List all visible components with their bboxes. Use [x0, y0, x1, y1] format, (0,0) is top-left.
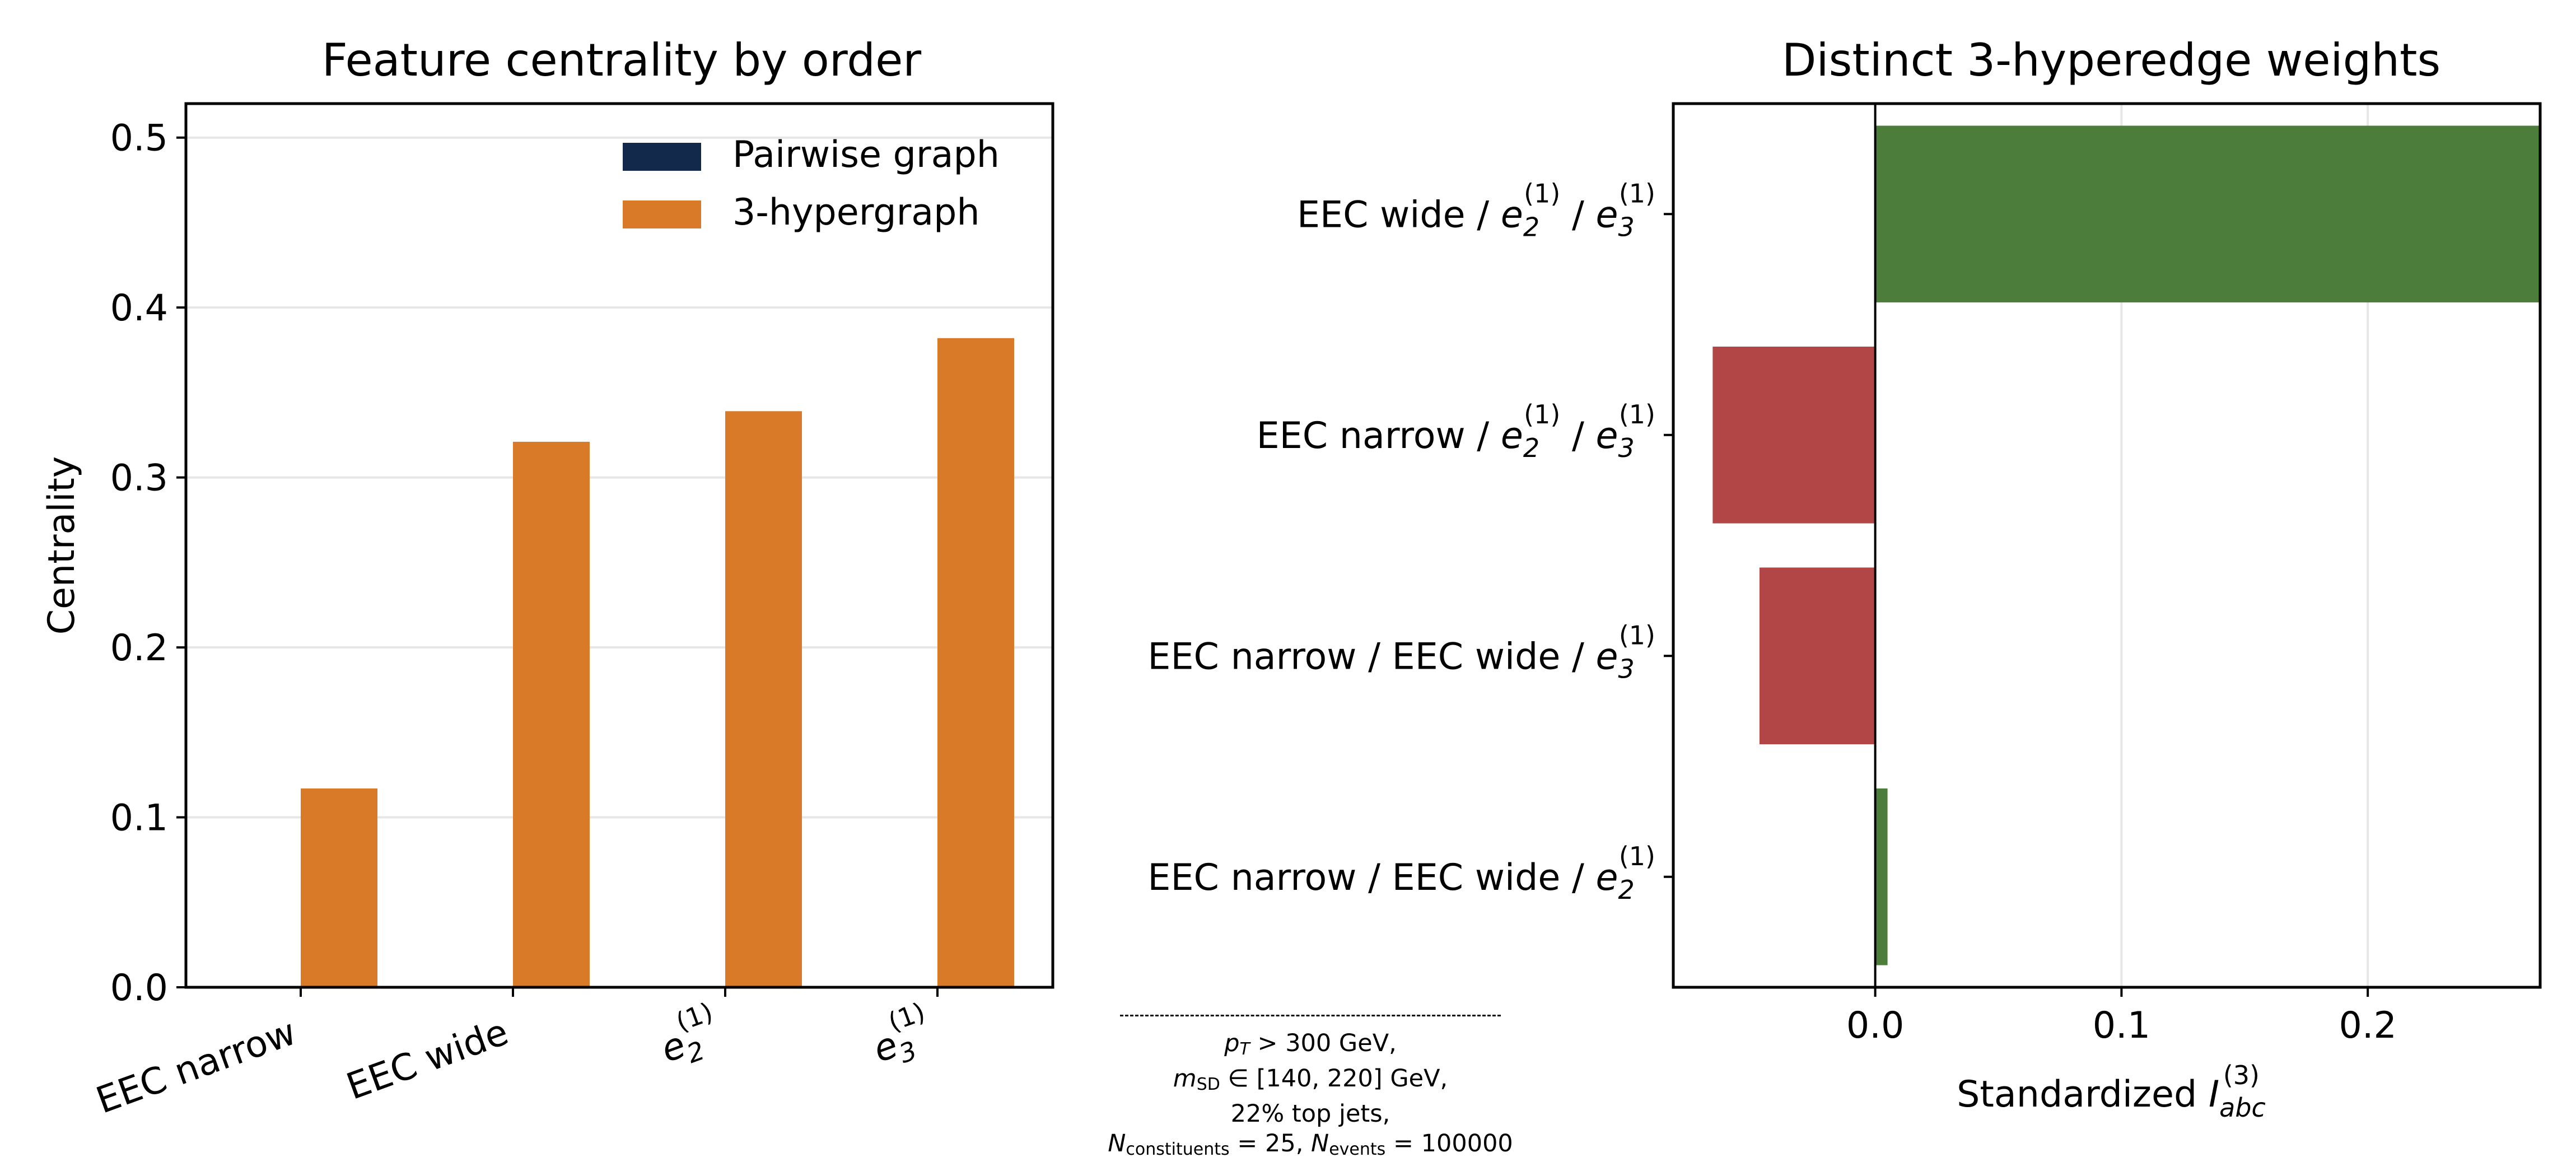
- legend-label-hypergraph: 3-hypergraph: [732, 192, 980, 234]
- bar-hypergraph: [513, 441, 590, 987]
- left-y-axis-label: Centrality: [41, 456, 83, 635]
- annotation-top-fraction: 22% top jets,: [1230, 1100, 1390, 1128]
- right-y-tick-label: EEC narrow / EEC wide / e2(1)​: [1147, 841, 1655, 905]
- right-x-tick-label: 0.1: [2093, 1005, 2150, 1047]
- annotation-separator: [1120, 1015, 1501, 1016]
- left-chart: Feature centrality by order 0.0 0.1 0.2 0.3…: [41, 34, 1054, 1122]
- legend: Pairwise graph 3-hypergraph: [623, 134, 1000, 234]
- right-y-tick-label: EEC narrow / EEC wide / e3(1)​: [1147, 620, 1655, 684]
- left-gridlines: [186, 136, 1053, 819]
- bar-hypergraph: [301, 788, 377, 987]
- left-x-tick-label: e3(1): [862, 996, 940, 1077]
- right-y-axis: EEC wide / e2(1)​ / e3(1)​ EEC narrow / e…: [1147, 178, 1673, 905]
- legend-swatch-hypergraph: [623, 200, 701, 228]
- annotation-pt-cut: pT > 300 GeV,: [1224, 1029, 1397, 1059]
- left-x-tick-label: EEC wide: [341, 1011, 514, 1108]
- hyperedge-bar: [1759, 567, 1875, 745]
- hyperedge-bar: [1875, 788, 1888, 965]
- left-y-tick-label: 0.2: [110, 627, 168, 669]
- bar-hypergraph: [725, 411, 802, 987]
- right-chart: Distinct 3-hyperedge weights 0.0 0.1 0.2 E…: [1147, 34, 2542, 1123]
- hyperedge-bar: [1875, 125, 2540, 303]
- right-chart-title: Distinct 3-hyperedge weights: [1782, 34, 2440, 86]
- left-y-tick-label: 0.0: [110, 967, 168, 1009]
- left-y-tick-label: 0.5: [110, 118, 168, 160]
- left-y-tick-label: 0.1: [110, 797, 168, 839]
- left-chart-title: Feature centrality by order: [322, 34, 922, 86]
- left-bars: [301, 338, 1014, 988]
- left-x-axis: EEC narrow EEC wide e2(1) e3(1): [91, 987, 940, 1122]
- left-x-tick-label: e2(1): [650, 996, 728, 1077]
- hyperedge-bar: [1712, 346, 1875, 524]
- left-y-axis: 0.0 0.1 0.2 0.3 0.4 0.5: [110, 118, 186, 1009]
- left-x-tick-label: EEC narrow: [91, 1011, 301, 1122]
- left-y-tick-label: 0.4: [110, 287, 168, 329]
- right-plot-frame: [1672, 102, 2542, 989]
- right-x-tick-label: 0.0: [1846, 1005, 1904, 1047]
- right-bars: [1712, 125, 2540, 965]
- left-y-tick-label: 0.3: [110, 458, 168, 500]
- legend-swatch-pairwise: [623, 143, 701, 171]
- annotation-mass-window: mSD ∈ [140, 220] GeV,: [1173, 1065, 1448, 1094]
- right-x-axis: 0.0 0.1 0.2: [1846, 987, 2397, 1047]
- annotation-counts: Nconstituents = 25, Nevents = 100000: [1108, 1130, 1513, 1159]
- right-y-tick-label: EEC narrow / e2(1)​ / e3(1)​: [1257, 399, 1655, 463]
- right-x-axis-label: Standardized Iabc(3): [1957, 1060, 2266, 1123]
- bar-hypergraph: [937, 338, 1014, 988]
- legend-label-pairwise: Pairwise graph: [732, 134, 1000, 176]
- right-x-tick-label: 0.2: [2339, 1005, 2396, 1047]
- left-plot-frame: [184, 102, 1054, 989]
- right-y-tick-label: EEC wide / e2(1)​ / e3(1)​: [1297, 178, 1655, 242]
- dataset-annotation: pT > 300 GeV, mSD ∈ [140, 220] GeV, 22% …: [1081, 1015, 1540, 1164]
